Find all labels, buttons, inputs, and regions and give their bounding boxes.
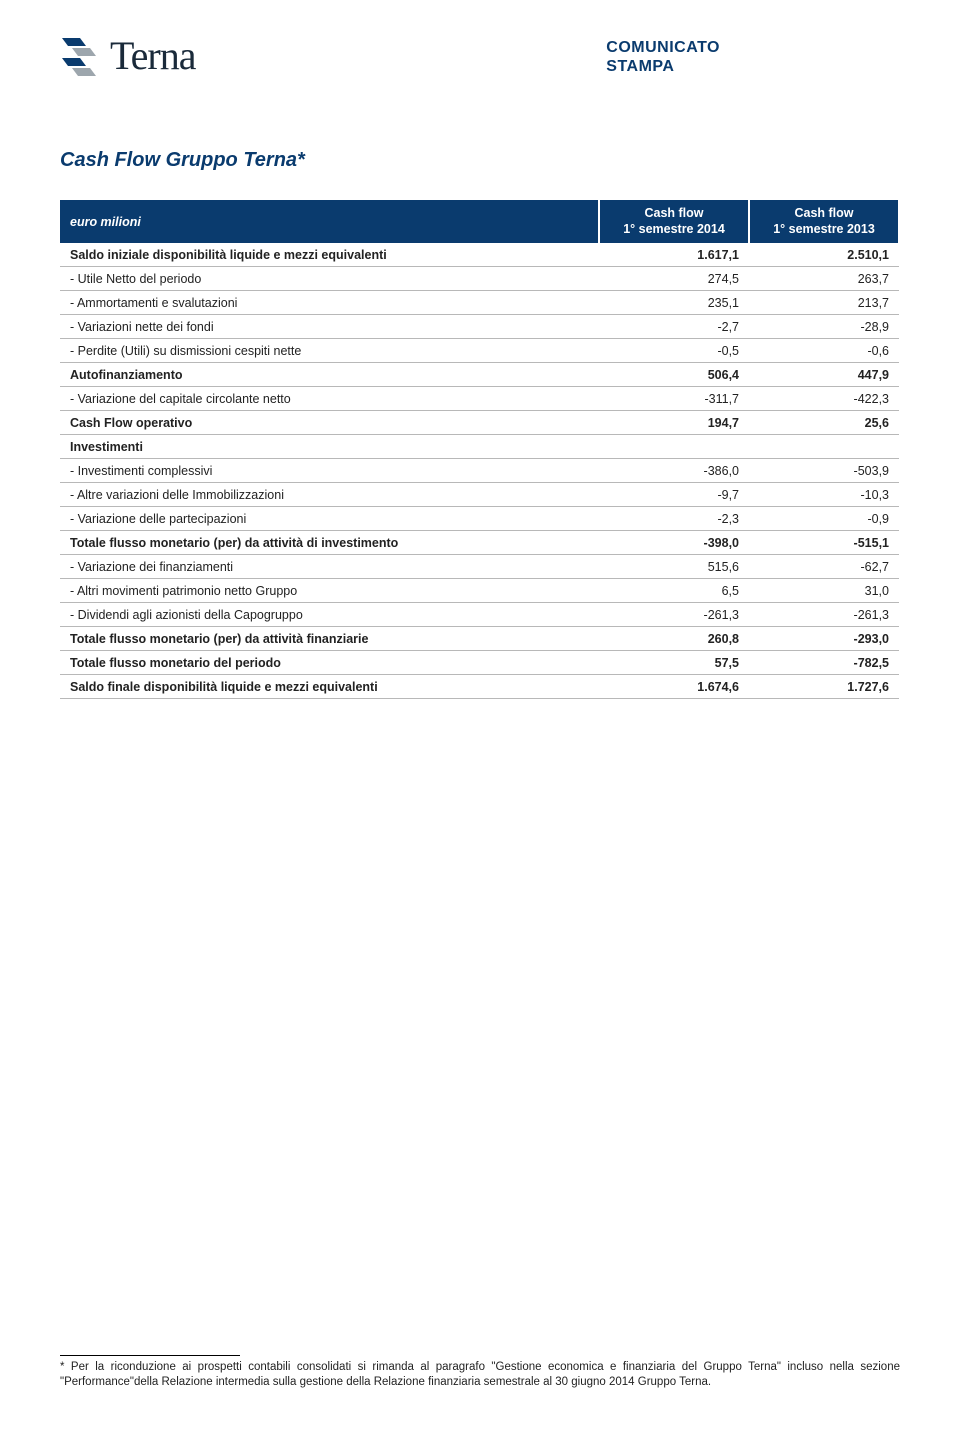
table-row: Totale flusso monetario (per) da attivit… [60,531,899,555]
row-value-2014: -0,5 [599,339,749,363]
row-label: - Utile Netto del periodo [60,267,599,291]
footnote-block: * Per la riconduzione ai prospetti conta… [60,1355,900,1390]
row-value-2014: -311,7 [599,387,749,411]
row-value-2014: 1.674,6 [599,675,749,699]
row-value-2013: 213,7 [749,291,899,315]
header-col-2013: Cash flow 1° semestre 2013 [749,200,899,243]
row-value-2014: 235,1 [599,291,749,315]
row-label: Totale flusso monetario del periodo [60,651,599,675]
row-value-2014: -386,0 [599,459,749,483]
row-label: Autofinanziamento [60,363,599,387]
table-row: Investimenti [60,435,899,459]
row-label: Saldo iniziale disponibilità liquide e m… [60,243,599,267]
table-row: - Utile Netto del periodo274,5263,7 [60,267,899,291]
row-value-2013: 31,0 [749,579,899,603]
table-row: - Variazioni nette dei fondi-2,7-28,9 [60,315,899,339]
table-row: Autofinanziamento506,4447,9 [60,363,899,387]
page-title: Cash Flow Gruppo Terna* [60,149,900,172]
row-value-2013: 25,6 [749,411,899,435]
row-value-2014: 194,7 [599,411,749,435]
row-label: - Altre variazioni delle Immobilizzazion… [60,483,599,507]
table-row: - Ammortamenti e svalutazioni235,1213,7 [60,291,899,315]
row-label: - Variazione del capitale circolante net… [60,387,599,411]
row-label: - Altri movimenti patrimonio netto Grupp… [60,579,599,603]
row-value-2013: 2.510,1 [749,243,899,267]
table-body: Saldo iniziale disponibilità liquide e m… [60,243,899,699]
table-row: - Variazione delle partecipazioni-2,3-0,… [60,507,899,531]
row-value-2014: 515,6 [599,555,749,579]
row-value-2014: -2,3 [599,507,749,531]
press-label-line1: COMUNICATO [606,38,720,57]
table-row: Saldo iniziale disponibilità liquide e m… [60,243,899,267]
row-label: Cash Flow operativo [60,411,599,435]
row-value-2013: -503,9 [749,459,899,483]
company-name: Terna [110,32,195,79]
table-row: - Investimenti complessivi-386,0-503,9 [60,459,899,483]
row-value-2014: 57,5 [599,651,749,675]
table-row: - Altre variazioni delle Immobilizzazion… [60,483,899,507]
row-value-2013: -0,6 [749,339,899,363]
row-value-2014 [599,435,749,459]
row-label: Totale flusso monetario (per) da attivit… [60,531,599,555]
page-header: Terna COMUNICATO STAMPA [60,32,900,79]
row-label: - Ammortamenti e svalutazioni [60,291,599,315]
row-value-2014: -398,0 [599,531,749,555]
header-row-label: euro milioni [60,200,599,243]
row-value-2013: -261,3 [749,603,899,627]
table-row: Totale flusso monetario (per) da attivit… [60,627,899,651]
row-value-2013: -515,1 [749,531,899,555]
table-row: Totale flusso monetario del periodo57,5-… [60,651,899,675]
table-row: - Variazione del capitale circolante net… [60,387,899,411]
table-row: - Variazione dei finanziamenti515,6-62,7 [60,555,899,579]
table-row: Cash Flow operativo194,725,6 [60,411,899,435]
row-value-2013: -293,0 [749,627,899,651]
terna-logo-icon [60,34,104,78]
row-value-2014: -2,7 [599,315,749,339]
company-logo: Terna [60,32,195,79]
row-value-2013: -782,5 [749,651,899,675]
header-col-2014: Cash flow 1° semestre 2014 [599,200,749,243]
press-release-label: COMUNICATO STAMPA [606,38,720,76]
row-label: - Perdite (Utili) su dismissioni cespiti… [60,339,599,363]
row-value-2014: -9,7 [599,483,749,507]
row-value-2013: -28,9 [749,315,899,339]
row-value-2014: 1.617,1 [599,243,749,267]
row-label: Totale flusso monetario (per) da attivit… [60,627,599,651]
row-label: - Variazioni nette dei fondi [60,315,599,339]
table-row: - Perdite (Utili) su dismissioni cespiti… [60,339,899,363]
row-value-2013: 447,9 [749,363,899,387]
row-label: Saldo finale disponibilità liquide e mez… [60,675,599,699]
footnote-separator [60,1355,240,1356]
row-label: - Investimenti complessivi [60,459,599,483]
cashflow-table: euro milioni Cash flow 1° semestre 2014 … [60,200,900,699]
row-value-2014: 274,5 [599,267,749,291]
row-label: - Variazione delle partecipazioni [60,507,599,531]
table-row: - Altri movimenti patrimonio netto Grupp… [60,579,899,603]
row-value-2013: 1.727,6 [749,675,899,699]
table-header-row: euro milioni Cash flow 1° semestre 2014 … [60,200,899,243]
table-row: - Dividendi agli azionisti della Capogru… [60,603,899,627]
row-value-2014: 506,4 [599,363,749,387]
row-label: - Dividendi agli azionisti della Capogru… [60,603,599,627]
row-value-2013: -62,7 [749,555,899,579]
row-value-2013: -0,9 [749,507,899,531]
press-label-line2: STAMPA [606,57,720,76]
row-value-2013: 263,7 [749,267,899,291]
footnote-text: * Per la riconduzione ai prospetti conta… [60,1360,900,1390]
row-value-2013: -422,3 [749,387,899,411]
row-label: Investimenti [60,435,599,459]
row-value-2014: -261,3 [599,603,749,627]
row-value-2014: 6,5 [599,579,749,603]
row-value-2014: 260,8 [599,627,749,651]
row-value-2013: -10,3 [749,483,899,507]
table-row: Saldo finale disponibilità liquide e mez… [60,675,899,699]
row-value-2013 [749,435,899,459]
row-label: - Variazione dei finanziamenti [60,555,599,579]
